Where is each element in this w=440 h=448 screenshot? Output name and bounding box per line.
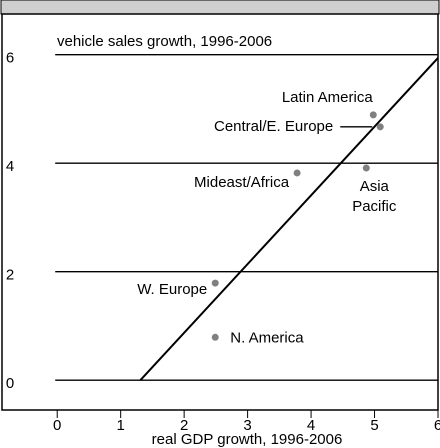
x-tick-label: 3 bbox=[243, 417, 251, 434]
x-tick-label: 0 bbox=[53, 417, 61, 434]
y-tick-label: 6 bbox=[6, 50, 14, 67]
x-tick-label: 6 bbox=[434, 417, 440, 434]
point-label: Central/E. Europe bbox=[214, 118, 333, 135]
point bbox=[293, 169, 301, 177]
point-label: W. Europe bbox=[137, 281, 207, 298]
y-axis-label: vehicle sales growth, 1996-2006 bbox=[57, 33, 272, 50]
y-tick-label: 0 bbox=[6, 375, 14, 392]
y-tick-label: 2 bbox=[6, 267, 14, 284]
x-tick-label: 1 bbox=[117, 417, 125, 434]
point bbox=[211, 333, 219, 341]
x-tick-label: 4 bbox=[307, 417, 315, 434]
point-label: Asia Pacific bbox=[352, 178, 397, 215]
y-tick-label: 4 bbox=[6, 158, 14, 175]
point-label: Mideast/Africa bbox=[194, 174, 290, 191]
x-tick-label: 2 bbox=[180, 417, 188, 434]
fit-line bbox=[139, 57, 439, 381]
x-axis-label: real GDP growth, 1996-2006 bbox=[152, 431, 343, 448]
point bbox=[362, 164, 370, 172]
point-label: N. America bbox=[230, 329, 304, 346]
point bbox=[369, 111, 377, 119]
point bbox=[376, 123, 384, 131]
plot-frame bbox=[1, 13, 439, 411]
point-label: Latin America bbox=[282, 89, 374, 106]
point bbox=[211, 279, 219, 287]
x-tick-label: 5 bbox=[370, 417, 378, 434]
header-band bbox=[0, 0, 440, 15]
